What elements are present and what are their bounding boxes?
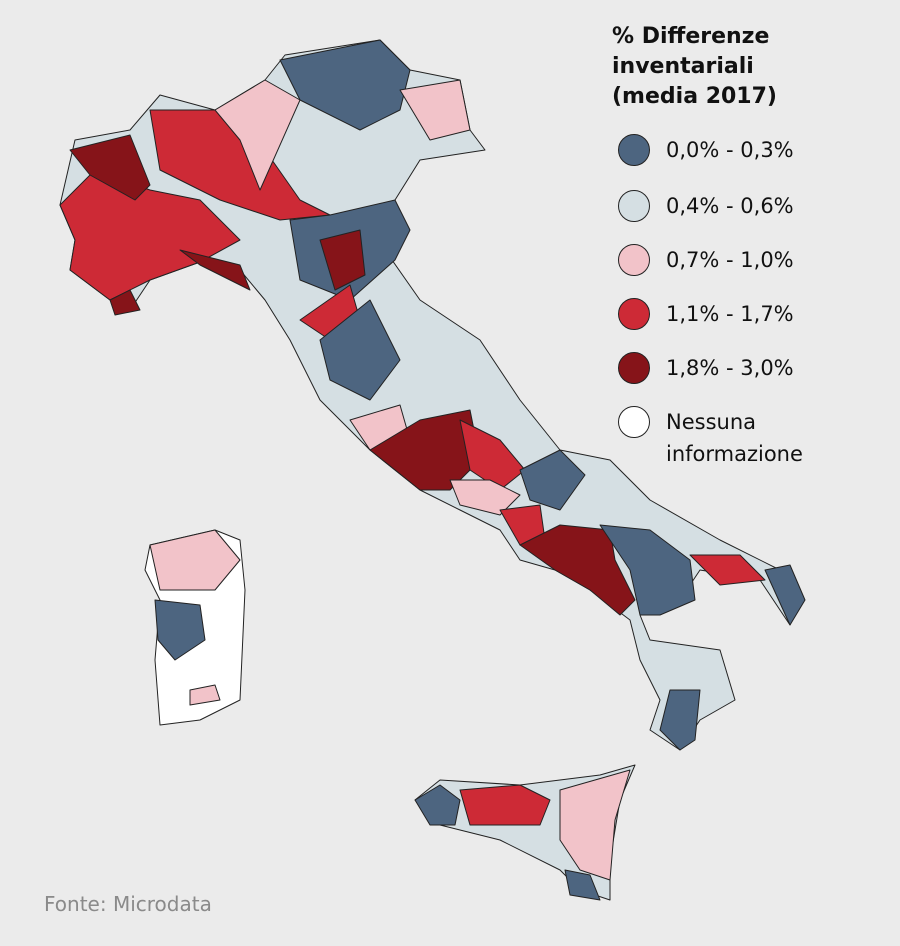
legend-label: Nessuna informazione [666,410,803,466]
region [449,479,521,516]
legend-swatch [618,134,650,166]
legend-label: 0,7% - 1,0% [666,248,794,272]
legend-title: % Differenze inventariali (media 2017) [612,24,777,109]
legend-label: 0,0% - 0,3% [666,138,794,162]
region [459,784,551,826]
region [659,689,701,751]
legend-entry: 0,7% - 1,0% [618,244,836,276]
region [689,554,766,586]
legend-label: 1,1% - 1,7% [666,302,794,326]
region [559,769,631,881]
region [459,419,526,491]
region [564,869,601,901]
legend-entry: 0,0% - 0,3% [618,134,836,166]
region [179,249,251,291]
region [279,39,411,131]
legend-swatch [618,406,650,438]
region [109,289,141,316]
region [319,299,401,401]
legend-entry: 1,8% - 3,0% [618,352,836,384]
region [764,564,806,626]
region [69,134,151,201]
region [189,684,221,706]
legend-swatch [618,190,650,222]
region [519,524,636,616]
region [519,449,586,511]
legend-entry: Nessuna informazione [618,406,836,470]
region [214,79,301,191]
region [399,79,471,141]
source: Fonte: Microdata [44,892,212,916]
legend-label: 1,8% - 3,0% [666,356,794,380]
legend-swatch [618,352,650,384]
legend-swatch [618,298,650,330]
region [149,529,241,591]
legend-entry: 0,4% - 0,6% [618,190,836,222]
region [414,784,461,826]
legend-label: 0,4% - 0,6% [666,194,794,218]
region [319,229,366,291]
legend-entry: 1,1% - 1,7% [618,298,836,330]
legend-swatch [618,244,650,276]
region [154,599,206,661]
region [599,524,696,616]
